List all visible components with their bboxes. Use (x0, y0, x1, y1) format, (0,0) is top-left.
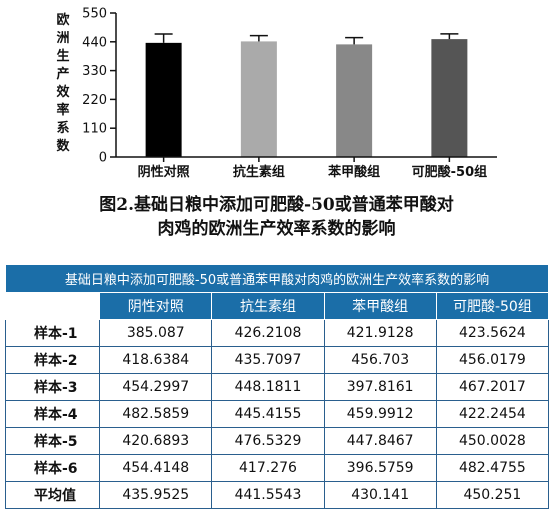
table-cell: 459.9912 (323, 400, 437, 428)
table-row: 样本-6 454.4148 417.276 396.5759 482.4755 (4, 454, 550, 482)
y-axis-label-char: 率 (56, 102, 69, 118)
y-tick-label: 110 (82, 122, 107, 137)
y-axis-label-char: 数 (56, 138, 70, 154)
table-header-row: 阴性对照 抗生素组 苯甲酸组 可肥酸-50组 (4, 292, 550, 320)
y-axis-label-char: 效 (56, 84, 70, 100)
y-axis-label-char: 产 (56, 66, 69, 82)
table-column-header: 苯甲酸组 (323, 292, 437, 320)
table-row-label: 样本-5 (4, 427, 101, 455)
bar (145, 42, 182, 157)
bar (240, 41, 277, 158)
y-tick-label: 440 (82, 35, 107, 50)
table-cell: 456.0179 (435, 346, 550, 374)
table-row: 样本-1 385.087 426.2108 421.9128 423.5624 (4, 319, 550, 347)
bar (336, 44, 373, 157)
table-row-label: 样本-1 (4, 319, 101, 347)
table-cell: 385.087 (99, 319, 213, 347)
y-tick-label: 0 (99, 151, 107, 166)
y-tick-label: 330 (82, 64, 107, 79)
table-column-header: 阴性对照 (99, 292, 213, 320)
table-cell: 397.8161 (323, 373, 437, 401)
table-cell: 454.4148 (99, 454, 213, 482)
table-cell: 423.5624 (435, 319, 550, 347)
caption-line-2: 肉鸡的欧洲生产效率系数的影响 (157, 219, 396, 239)
table-cell: 456.703 (323, 346, 437, 374)
table-row-label: 样本-2 (4, 346, 101, 374)
figure-caption: 图2.基础日粮中添加可肥酸-50或普通苯甲酸对 肉鸡的欧洲生产效率系数的影响 (0, 193, 553, 241)
table-row-label: 平均值 (4, 481, 101, 509)
table-title: 基础日粮中添加可肥酸-50或普通苯甲酸对肉鸡的欧洲生产效率系数的影响 (5, 264, 549, 293)
table-cell: 441.5543 (211, 481, 325, 509)
table-cell: 447.8467 (323, 427, 437, 455)
table-cell: 482.5859 (99, 400, 213, 428)
table-cell: 396.5759 (323, 454, 437, 482)
x-tick-label: 阴性对照 (138, 164, 190, 180)
x-axis: 阴性对照 抗生素组 苯甲酸组 可肥酸-50组 (116, 156, 497, 180)
caption-line-1: 图2.基础日粮中添加可肥酸-50或普通苯甲酸对 (99, 195, 454, 215)
table-cell: 476.5329 (211, 427, 325, 455)
table-cell: 418.6384 (99, 346, 213, 374)
x-tick-label: 抗生素组 (233, 164, 285, 180)
table-cell: 450.0028 (435, 427, 550, 455)
table-cell: 445.4155 (211, 400, 325, 428)
table-body: 样本-1 385.087 426.2108 421.9128 423.5624 样本-2 4… (4, 319, 550, 509)
table-cell: 448.1811 (211, 373, 325, 401)
y-tick-label: 220 (82, 93, 107, 108)
table-row: 平均值 435.9525 441.5543 430.141 450.251 (4, 481, 550, 509)
table-cell: 450.251 (435, 481, 550, 509)
bars (145, 33, 468, 158)
y-axis-label-char: 欧 (56, 12, 69, 28)
bar-chart: 欧洲生产效率系数 0 110 220 330 440 550 阴性对照 抗生素组 苯甲酸组 可肥… (56, 7, 497, 180)
table-cell: 467.2017 (435, 373, 550, 401)
x-tick-label: 可肥酸-50组 (412, 164, 488, 180)
bar (431, 39, 468, 157)
table-cell: 420.6893 (99, 427, 213, 455)
y-axis-label-char: 洲 (56, 31, 69, 46)
y-tick-label: 550 (82, 7, 107, 22)
table-cell: 426.2108 (211, 319, 325, 347)
table-column-header: 可肥酸-50组 (435, 292, 550, 320)
y-axis-label: 欧洲生产效率系数 (56, 12, 70, 154)
table-cell: 435.7097 (211, 346, 325, 374)
table-row: 样本-3 454.2997 448.1811 397.8161 467.2017 (4, 373, 550, 401)
table-cell: 430.141 (323, 481, 437, 509)
table-cell: 417.276 (211, 454, 325, 482)
table-row: 样本-2 418.6384 435.7097 456.703 456.0179 (4, 346, 550, 374)
table-row: 样本-5 420.6893 476.5329 447.8467 450.0028 (4, 427, 550, 455)
table-row-label: 样本-3 (4, 373, 101, 401)
data-table: 基础日粮中添加可肥酸-50或普通苯甲酸对肉鸡的欧洲生产效率系数的影响 阴性对照抗… (4, 264, 550, 509)
y-axis-label-char: 生 (56, 48, 69, 64)
table-column-header: 抗生素组 (211, 292, 325, 320)
x-tick-label: 苯甲酸组 (327, 164, 380, 180)
table-cell: 482.4755 (435, 454, 550, 482)
table-corner-cell (4, 292, 101, 320)
table-cell: 454.2997 (99, 373, 213, 401)
y-axis-label-char: 系 (56, 120, 69, 136)
y-axis: 0 110 220 330 440 550 (82, 7, 117, 166)
table-cell: 421.9128 (323, 319, 437, 347)
table-cell: 422.2454 (435, 400, 550, 428)
table-row: 样本-4 482.5859 445.4155 459.9912 422.2454 (4, 400, 550, 428)
table-row-label: 样本-6 (4, 454, 101, 482)
table-cell: 435.9525 (99, 481, 213, 509)
table-row-label: 样本-4 (4, 400, 101, 428)
